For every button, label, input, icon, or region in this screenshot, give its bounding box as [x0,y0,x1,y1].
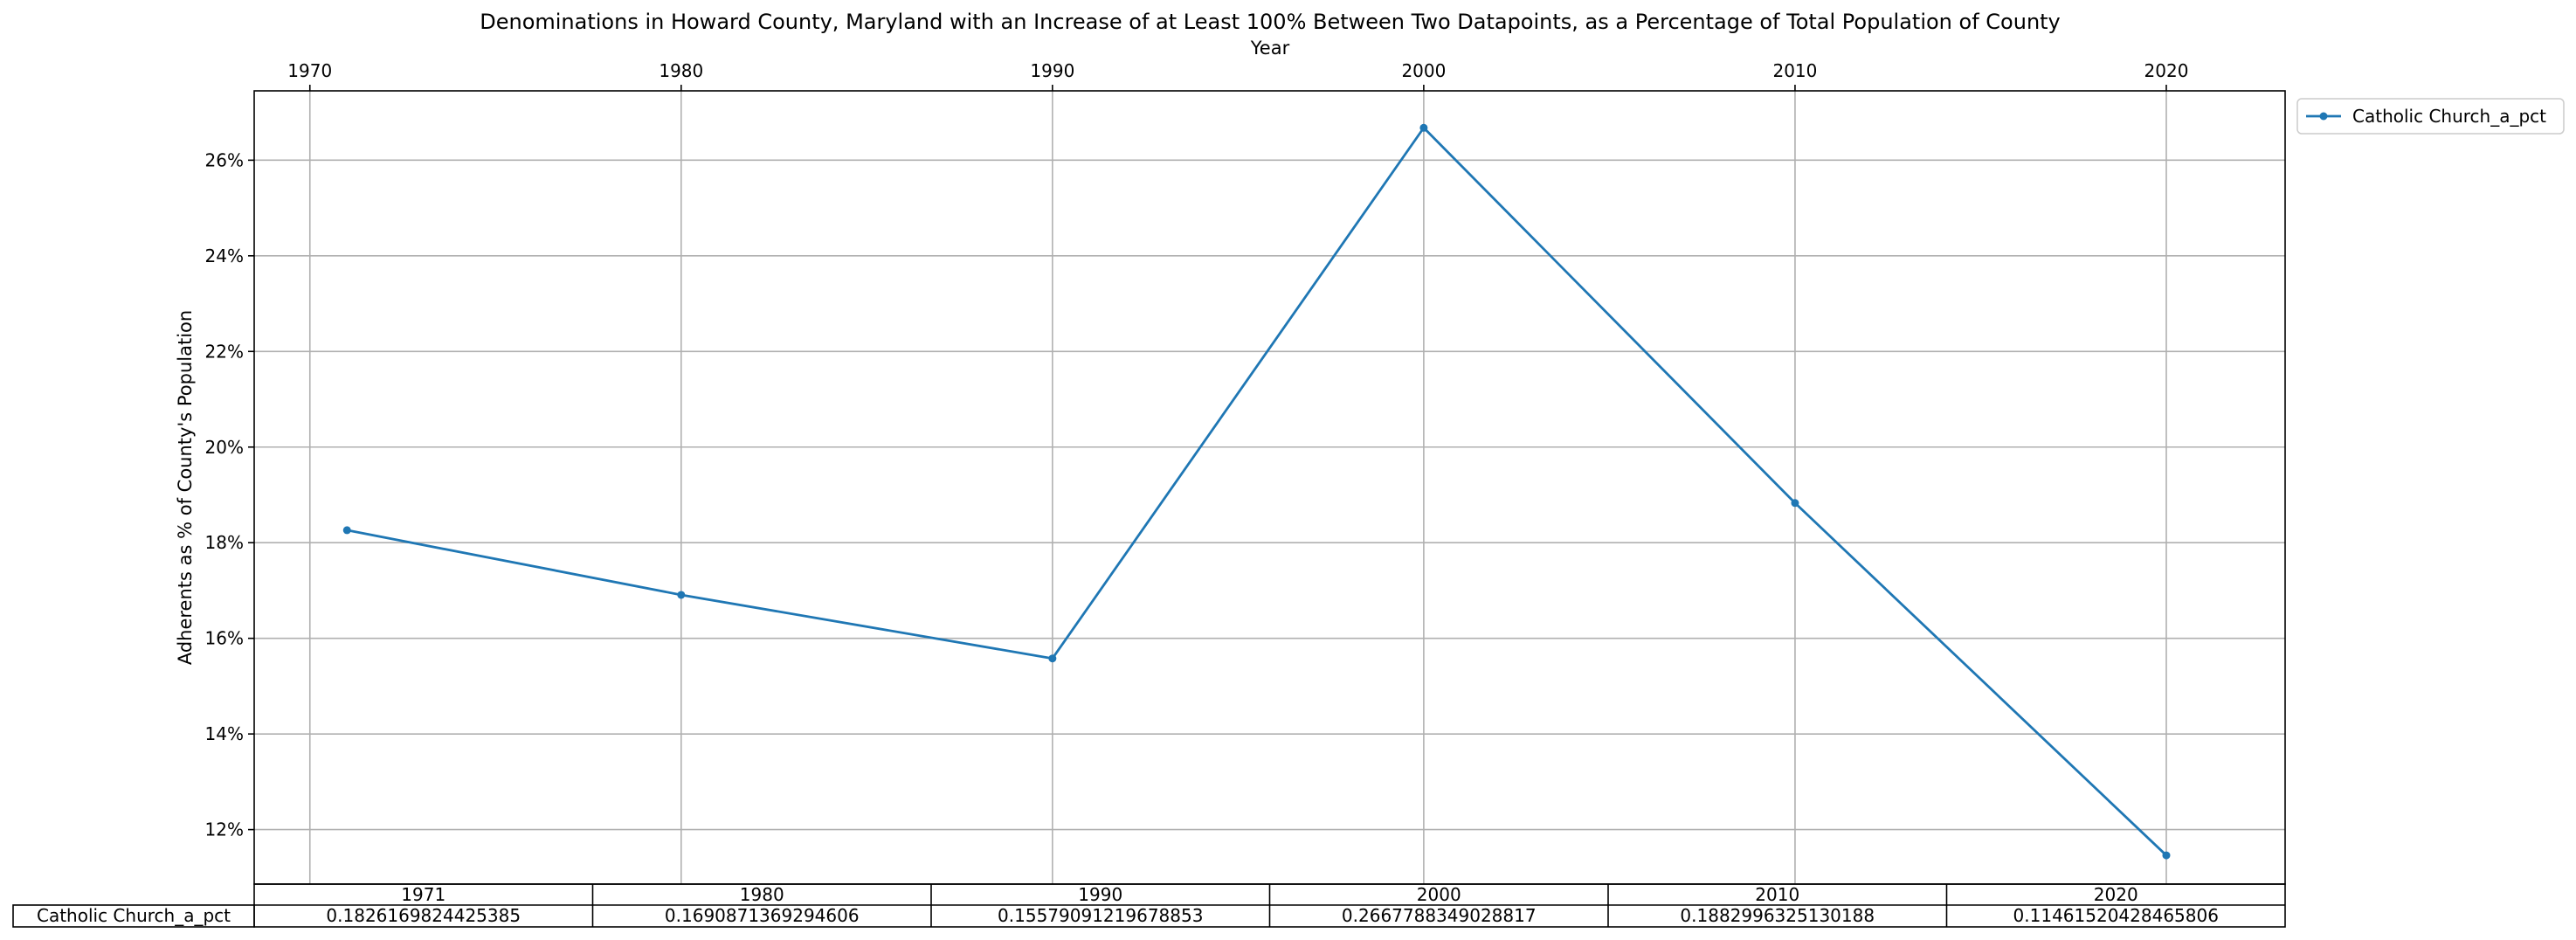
data-point [677,591,686,599]
x-tick-label: 2020 [2144,60,2189,81]
data-point [342,526,351,535]
table-row-label: Catholic Church_a_pct [37,905,231,926]
table-column-header: 2000 [1417,884,1461,905]
table-column-header: 1980 [740,884,784,905]
y-tick-label: 26% [205,149,244,170]
chart-title: Denominations in Howard County, Maryland… [480,10,2061,34]
table-column-header: 2020 [2094,884,2138,905]
table-cell: 0.11461520428465806 [2013,905,2219,926]
data-point [1048,654,1057,663]
series-line [346,126,2167,857]
x-tick-label: 1980 [659,60,703,81]
y-tick-label: 22% [205,341,244,362]
legend-box [2296,98,2565,135]
y-tick-label: 14% [205,723,244,744]
plot-frame [253,90,2286,885]
table-cell: 0.15579091219678853 [998,905,1203,926]
data-point [1419,123,1428,132]
table-cell: 0.1826169824425385 [326,905,521,926]
table-cell: 0.1882996325130188 [1680,905,1875,926]
table-cell: 0.2667788349028817 [1342,905,1537,926]
table-row-label-cell [12,904,255,928]
plot-area: 1970 1980 1990 2000 2010 2020 12% 14% 16% 18% 20% 2… [12,60,2565,928]
table-column-header: 2010 [1755,884,1799,905]
y-tick-label: 24% [205,245,244,266]
table-cell: 0.1690871369294606 [665,905,860,926]
x-tick-label: 2010 [1772,60,1817,81]
x-axis-label: Year [1250,38,1290,59]
legend-label: Catholic Church_a_pct [2352,106,2546,127]
x-tick-label: 1970 [287,60,332,81]
data-point [1791,499,1799,508]
x-tick-label: 2000 [1401,60,1446,81]
y-axis-label: Adherents as % of County's Population [175,310,196,665]
y-tick-label: 18% [205,532,244,553]
legend-marker [2319,112,2328,121]
x-tick-label: 1990 [1030,60,1074,81]
data-point [2162,851,2171,860]
table-column-header: 1971 [401,884,445,905]
y-tick-label: 20% [205,437,244,458]
y-tick-label: 16% [205,628,244,649]
y-tick-label: 12% [205,819,244,840]
table-column-header: 1990 [1078,884,1122,905]
